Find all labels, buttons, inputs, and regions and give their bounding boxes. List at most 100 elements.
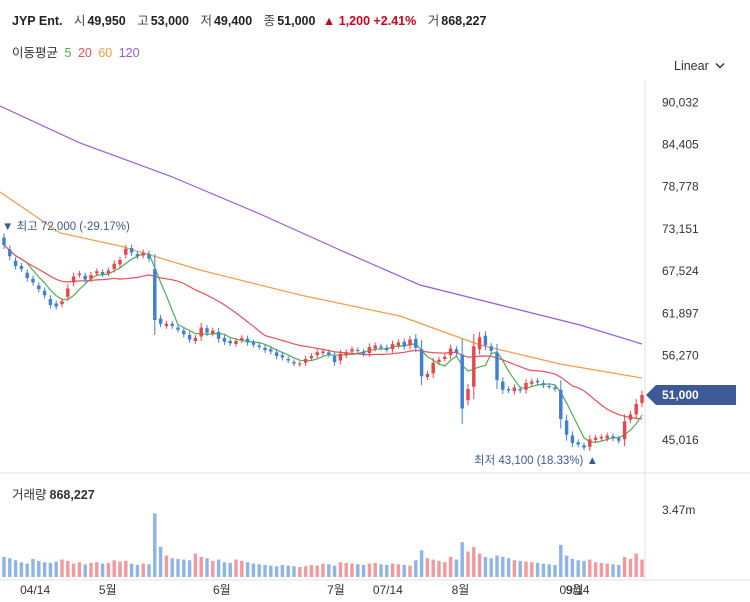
candle-body bbox=[414, 338, 418, 348]
ma20-label[interactable]: 20 bbox=[77, 46, 92, 60]
volume-bar bbox=[153, 513, 157, 577]
volume-bars bbox=[2, 513, 644, 577]
candle-body bbox=[332, 356, 337, 362]
volume-bar bbox=[77, 562, 82, 577]
candle-body bbox=[187, 335, 192, 340]
volume-bar bbox=[303, 566, 308, 577]
volume-bar bbox=[240, 560, 244, 577]
candle-body bbox=[512, 387, 517, 392]
volume-bar bbox=[71, 563, 76, 577]
candle-body bbox=[66, 288, 70, 297]
volume-bar bbox=[367, 563, 372, 577]
candle-body bbox=[199, 327, 203, 337]
x-tick-label: 09/14 bbox=[560, 583, 590, 597]
ma-legend: 이동평균 5 20 60 120 bbox=[12, 42, 140, 61]
volume-bar bbox=[187, 560, 192, 577]
annotations: 51,000 ▼ 최고 72,000 (-29.17%) 최저 43,100 (18… bbox=[2, 220, 736, 467]
volume-bar bbox=[118, 561, 122, 577]
volume-bar bbox=[460, 542, 464, 577]
volume-bar bbox=[292, 566, 296, 577]
volume-bar bbox=[216, 559, 221, 577]
candle-body bbox=[19, 266, 24, 269]
volume-bar bbox=[628, 558, 633, 577]
moving-average-lines bbox=[0, 105, 643, 444]
candle-body bbox=[141, 252, 145, 256]
change-value: ▲ 1,200 +2.41% bbox=[322, 14, 417, 28]
high-annotation: ▼ 최고 72,000 (-29.17%) bbox=[2, 220, 130, 233]
ma-legend-label: 이동평균 bbox=[12, 46, 59, 60]
volume-bar bbox=[344, 562, 348, 577]
volume-bar bbox=[327, 564, 331, 577]
candle-body bbox=[193, 338, 198, 341]
open-label: 시 bbox=[73, 14, 86, 28]
candle-body bbox=[506, 389, 511, 391]
low-annotation: 최저 43,100 (18.33%) ▲ bbox=[474, 454, 598, 467]
ma120-label[interactable]: 120 bbox=[118, 46, 140, 60]
volume-bar bbox=[489, 558, 493, 577]
volume-bar bbox=[338, 562, 343, 577]
candle-body bbox=[448, 348, 453, 356]
candle-body bbox=[356, 350, 360, 351]
volume-bar bbox=[298, 566, 302, 577]
candle-body bbox=[530, 381, 534, 384]
volume-bar bbox=[164, 555, 169, 577]
candle-body bbox=[245, 338, 250, 343]
volume-bar bbox=[129, 563, 134, 577]
candle-body bbox=[535, 380, 540, 383]
volume-bar bbox=[199, 556, 203, 577]
volume-bar bbox=[2, 556, 6, 577]
candle-body bbox=[234, 341, 238, 344]
candle-body bbox=[640, 395, 644, 403]
volume-bar bbox=[530, 562, 534, 577]
volume-bar bbox=[448, 556, 453, 577]
candle-body bbox=[147, 254, 151, 259]
volume-bar bbox=[512, 560, 517, 577]
volume-bar bbox=[640, 559, 644, 577]
candle-body bbox=[564, 420, 569, 435]
candle-body bbox=[617, 438, 621, 441]
candle-body bbox=[292, 362, 296, 364]
candle-body bbox=[460, 354, 464, 409]
volume-bar bbox=[193, 553, 198, 577]
candle-body bbox=[280, 355, 285, 358]
candle-body bbox=[588, 439, 592, 447]
candle-body bbox=[216, 332, 221, 339]
candle-body bbox=[489, 346, 493, 351]
low-value: 49,400 bbox=[213, 14, 253, 28]
candle-body bbox=[42, 290, 47, 296]
candle-body bbox=[222, 338, 227, 342]
candle-body bbox=[379, 346, 383, 348]
volume-bar bbox=[251, 563, 256, 577]
ma120-line bbox=[0, 105, 643, 345]
volume-bar bbox=[535, 562, 540, 577]
candle-body bbox=[599, 437, 604, 439]
candle-body bbox=[106, 270, 111, 274]
candle-body bbox=[83, 275, 87, 280]
volume-title-label: 거래량 bbox=[12, 488, 47, 502]
candle-body bbox=[547, 386, 551, 387]
ma5-label[interactable]: 5 bbox=[64, 46, 72, 60]
volume-bar bbox=[541, 563, 546, 577]
candle-body bbox=[309, 356, 314, 359]
volume-bar bbox=[147, 564, 151, 577]
candle-body bbox=[466, 389, 470, 401]
scale-selector[interactable]: Linear bbox=[674, 59, 725, 73]
volume-bar bbox=[8, 558, 12, 577]
x-tick-label: 07/14 bbox=[373, 583, 403, 597]
high-value: 53,000 bbox=[150, 14, 189, 28]
chevron-down-icon bbox=[715, 63, 725, 69]
volume-bar bbox=[617, 564, 621, 577]
candle-body bbox=[338, 353, 343, 361]
ma60-line bbox=[0, 191, 643, 379]
volume-bar bbox=[570, 558, 575, 577]
volume-bar bbox=[89, 562, 93, 577]
candle-body bbox=[89, 275, 93, 279]
candle-body bbox=[408, 339, 412, 346]
volume-bar bbox=[506, 558, 511, 577]
candle-body bbox=[390, 344, 395, 350]
ma60-label[interactable]: 60 bbox=[98, 46, 113, 60]
candle-body bbox=[477, 337, 482, 350]
volume-bar bbox=[605, 563, 609, 577]
volume-bar bbox=[593, 562, 598, 577]
